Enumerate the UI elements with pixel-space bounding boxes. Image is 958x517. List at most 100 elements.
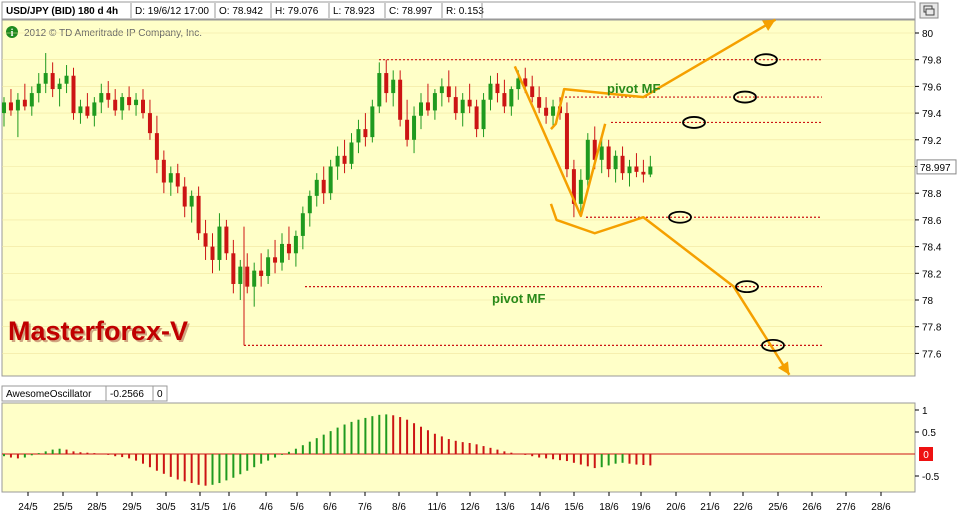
candle-body [613, 155, 618, 170]
candle-body [405, 119, 410, 140]
candle-body [439, 86, 444, 94]
candle-body [398, 79, 403, 120]
watermark: Masterforex-V [8, 316, 188, 346]
low-label: L: 78.923 [333, 6, 375, 17]
candle-body [182, 186, 187, 207]
projection-up-line [550, 18, 777, 130]
candle-body [419, 102, 423, 116]
candle-body [2, 102, 6, 114]
x-tick-label: 19/6 [631, 502, 651, 513]
oscillator-zero-label: 0 [923, 450, 929, 461]
x-tick-label: 20/6 [666, 502, 686, 513]
candle-body [342, 155, 347, 164]
x-tick-label: 25/5 [53, 502, 73, 513]
candle-body [85, 106, 90, 116]
candle-body [196, 195, 201, 234]
x-tick-label: 7/6 [358, 502, 372, 513]
x-tick-label: 8/6 [392, 502, 406, 513]
y-tick-label: 79.6 [922, 82, 942, 93]
candle-body [161, 159, 166, 183]
x-tick-label: 24/5 [18, 502, 38, 513]
candle-body [280, 243, 284, 263]
x-tick-label: 25/6 [768, 502, 788, 513]
projection-down-arrowhead [777, 361, 790, 375]
level-touch-ellipse [735, 280, 759, 294]
oscillator-tick-label: 1 [922, 406, 928, 417]
candle-body [71, 75, 76, 114]
candle-body [286, 243, 291, 254]
oscillator-header [1, 385, 168, 402]
level-touch-ellipse [754, 53, 778, 67]
candle-body [175, 173, 180, 187]
candle-body [92, 102, 97, 116]
high-label: H: 79.076 [275, 6, 319, 17]
x-tick-label: 31/5 [190, 502, 210, 513]
candle-body [335, 155, 340, 167]
candle-body [224, 226, 229, 254]
candle-body [141, 99, 145, 114]
candle-body [349, 142, 354, 164]
candle-body [641, 171, 646, 175]
candle-body [432, 93, 437, 111]
candle-body [509, 89, 514, 107]
candle-body [15, 99, 20, 111]
candle-body [564, 113, 569, 170]
x-tick-label: 11/6 [428, 502, 447, 513]
candle-body [328, 166, 333, 194]
candle-body [22, 99, 27, 107]
watermark-shadow: Masterforex-V [10, 318, 190, 348]
oscillator-value: -0.2566 [110, 389, 144, 400]
candle-body [231, 253, 236, 284]
candle-body [314, 179, 319, 196]
y-tick-label: 79.2 [922, 136, 942, 147]
level-touch-ellipse [682, 116, 706, 129]
candle-body [293, 235, 298, 254]
x-tick-label: 27/6 [836, 502, 856, 513]
y-tick-label: 79.8 [922, 56, 942, 67]
info-icon[interactable]: i [6, 26, 18, 39]
candle-body [599, 146, 604, 160]
historical-move-line [513, 65, 607, 218]
pivot-annotation: pivot MF [492, 291, 545, 306]
candle-body [252, 270, 257, 287]
candle-body [627, 166, 632, 174]
candle-body [127, 97, 132, 106]
x-tick-label: 5/6 [290, 502, 304, 513]
candle-body [481, 99, 486, 130]
candle-body [544, 107, 549, 116]
oscillator-zero-badge [919, 447, 933, 461]
y-tick-label: 78.2 [922, 269, 942, 280]
candle-body [147, 113, 152, 134]
candle-body [238, 266, 243, 284]
candle-body [495, 83, 500, 94]
candle-body [446, 86, 451, 98]
candle-body [210, 246, 215, 260]
candle-body [50, 73, 55, 90]
candle-body [530, 86, 535, 98]
last-price-label: 78.997 [920, 163, 951, 174]
header-strip [1, 1, 916, 20]
oscillator-tick-label: 0.5 [922, 428, 936, 439]
x-tick-label: 30/5 [156, 502, 176, 513]
svg-text:i: i [11, 28, 14, 39]
candle-body [453, 97, 458, 114]
oscillator-name: AwesomeOscillator [6, 389, 92, 400]
candle-body [384, 73, 389, 94]
y-tick-label: 79.4 [922, 109, 942, 120]
x-tick-label: 1/6 [222, 502, 236, 513]
candle-body [391, 79, 396, 94]
window-restore-icon[interactable] [919, 2, 939, 19]
candle-body [99, 93, 104, 103]
candle-body [412, 115, 417, 140]
candle-body [502, 93, 507, 107]
candle-body [307, 195, 312, 214]
candle-body [474, 106, 479, 130]
candle-body [460, 99, 465, 114]
price-pane [1, 19, 916, 377]
projection-down-line [549, 203, 791, 376]
x-tick-label: 28/6 [871, 502, 891, 513]
x-tick-label: 14/6 [530, 502, 550, 513]
level-touch-ellipse [761, 338, 785, 352]
